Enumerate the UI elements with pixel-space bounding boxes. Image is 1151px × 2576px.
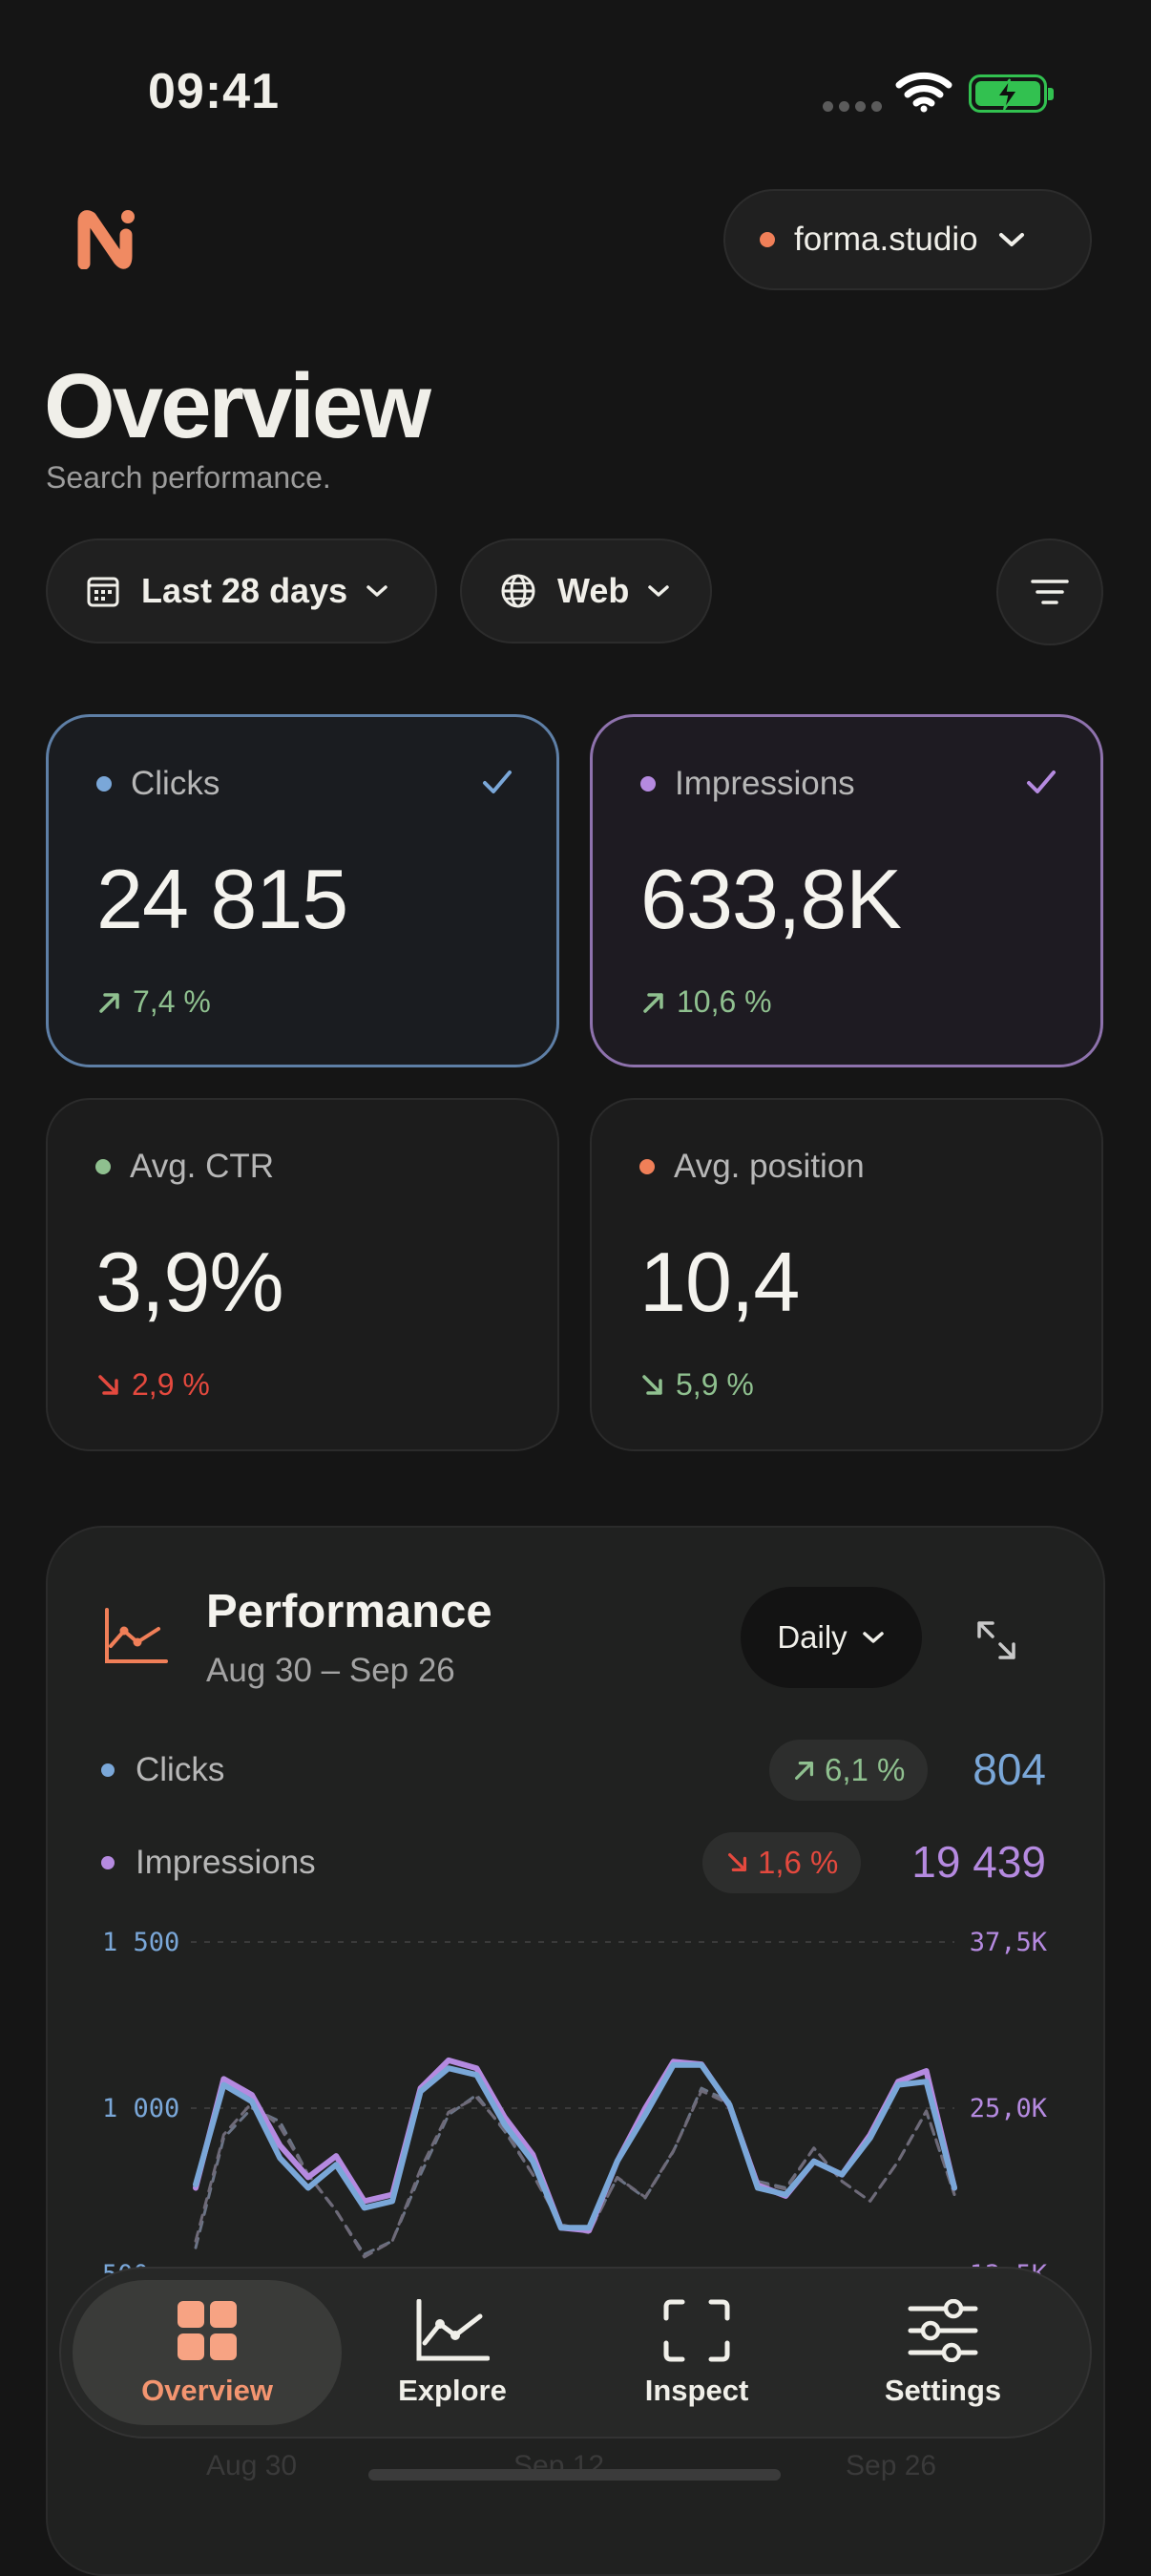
- metric-card-ctr[interactable]: Avg. CTR 3,9% 2,9 %: [46, 1098, 559, 1451]
- series-dot: [639, 1159, 655, 1174]
- metric-value: 10,4: [639, 1235, 800, 1329]
- filter-button[interactable]: [996, 538, 1103, 645]
- nav-active-indicator: [73, 2280, 342, 2425]
- wifi-icon: [895, 72, 952, 113]
- date-range-filter[interactable]: Last 28 days: [46, 538, 437, 644]
- platform-label: Web: [557, 571, 630, 610]
- metric-card-position[interactable]: Avg. position 10,4 5,9 %: [590, 1098, 1103, 1451]
- check-icon: [1027, 771, 1056, 793]
- page-title: Overview: [44, 355, 431, 457]
- check-icon: [483, 771, 512, 793]
- change-value: 6,1 %: [825, 1752, 906, 1787]
- y-right-tick-label: 37,5K: [970, 1928, 1048, 1957]
- metric-value: 633,8K: [640, 852, 902, 946]
- y-right-tick-label: 25,0K: [970, 2094, 1048, 2123]
- change-value: 1,6 %: [758, 1845, 839, 1880]
- x-tick-label: Sep 26: [846, 2450, 937, 2481]
- sliders-icon: [908, 2299, 978, 2362]
- chevron-down-icon: [998, 233, 1024, 246]
- chart-icon: [416, 2299, 490, 2361]
- y-left-tick-label: 1 000: [102, 2094, 179, 2123]
- metric-value: 3,9%: [95, 1235, 284, 1329]
- nav-item-explore[interactable]: Explore: [338, 2299, 567, 2408]
- series-line-impressions-previous-period: [194, 2089, 956, 2259]
- workspace-status-dot: [760, 232, 775, 247]
- series-dot: [96, 776, 112, 792]
- x-tick-label: Aug 30: [206, 2450, 298, 2481]
- performance-date-range: Aug 30 – Sep 26: [206, 1652, 455, 1689]
- series-dot: [101, 1856, 115, 1869]
- nav-label: Settings: [884, 2374, 1002, 2407]
- change-chip: 6,1 %: [769, 1740, 929, 1801]
- metric-card-impressions[interactable]: Impressions 633,8K 10,6 %: [590, 714, 1103, 1067]
- series-dot: [95, 1159, 111, 1174]
- chevron-down-icon: [648, 585, 670, 597]
- arrow-down-right-icon: [98, 1374, 118, 1395]
- app-logo-icon[interactable]: [76, 208, 141, 269]
- calendar-icon: [87, 577, 119, 607]
- date-range-label: Last 28 days: [141, 571, 348, 610]
- arrow-down-right-icon: [642, 1374, 662, 1395]
- battery-icon: [969, 74, 1054, 113]
- performance-title: Performance: [206, 1586, 492, 1637]
- series-line-clicks: [193, 2061, 957, 2231]
- cellular-signal-icon: [823, 101, 882, 112]
- metric-label: Avg. position: [674, 1148, 865, 1185]
- legend-impressions: Impressions: [101, 1844, 316, 1882]
- granularity-selector[interactable]: Daily: [741, 1587, 922, 1688]
- nav-item-settings[interactable]: Settings: [828, 2299, 1057, 2408]
- series-dot: [640, 776, 656, 792]
- legend-total: 804: [973, 1744, 1046, 1794]
- metric-change: 7,4 %: [133, 984, 211, 1019]
- arrow-down-right-icon: [728, 1853, 747, 1872]
- metric-value: 24 815: [96, 852, 348, 946]
- metric-card-clicks[interactable]: Clicks 24 815 7,4 %: [46, 714, 559, 1067]
- y-left-tick-label: 1 500: [102, 1928, 179, 1957]
- metric-change: 5,9 %: [676, 1367, 754, 1402]
- expand-icon[interactable]: [970, 1614, 1023, 1667]
- status-time: 09:41: [148, 64, 280, 119]
- nav-label: Explore: [398, 2374, 507, 2407]
- legend-clicks: Clicks: [101, 1751, 224, 1789]
- change-chip: 1,6 %: [702, 1832, 862, 1893]
- metric-label: Avg. CTR: [130, 1148, 275, 1185]
- nav-item-inspect[interactable]: Inspect: [582, 2299, 811, 2408]
- chevron-down-icon: [862, 1632, 884, 1643]
- workspace-selector[interactable]: forma.studio: [723, 189, 1092, 290]
- metric-label: Clicks: [131, 765, 220, 802]
- globe-icon: [501, 574, 535, 608]
- series-dot: [101, 1763, 115, 1777]
- filter-lines-icon: [1031, 580, 1069, 604]
- nav-item-overview[interactable]: Overview: [93, 2299, 322, 2408]
- scan-icon: [663, 2299, 730, 2362]
- nav-label: Overview: [141, 2374, 273, 2407]
- platform-filter[interactable]: Web: [460, 538, 712, 644]
- legend-label: Clicks: [136, 1751, 225, 1788]
- metric-change: 2,9 %: [132, 1367, 210, 1402]
- arrow-up-right-icon: [99, 992, 119, 1013]
- metric-change: 10,6 %: [677, 984, 772, 1019]
- granularity-label: Daily: [777, 1619, 848, 1655]
- grid-icon: [178, 2301, 237, 2360]
- page-subtitle: Search performance.: [46, 460, 331, 495]
- metric-label: Impressions: [675, 765, 855, 802]
- nav-label: Inspect: [644, 2374, 749, 2407]
- arrow-up-right-icon: [795, 1761, 814, 1780]
- legend-total: 19 439: [911, 1837, 1046, 1887]
- arrow-up-right-icon: [643, 992, 663, 1013]
- legend-label: Impressions: [136, 1844, 316, 1881]
- workspace-name: forma.studio: [794, 221, 978, 258]
- home-indicator: [368, 2469, 781, 2481]
- line-chart-icon: [105, 1608, 168, 1663]
- series-line-impressions: [193, 2057, 957, 2234]
- chevron-down-icon: [366, 585, 387, 597]
